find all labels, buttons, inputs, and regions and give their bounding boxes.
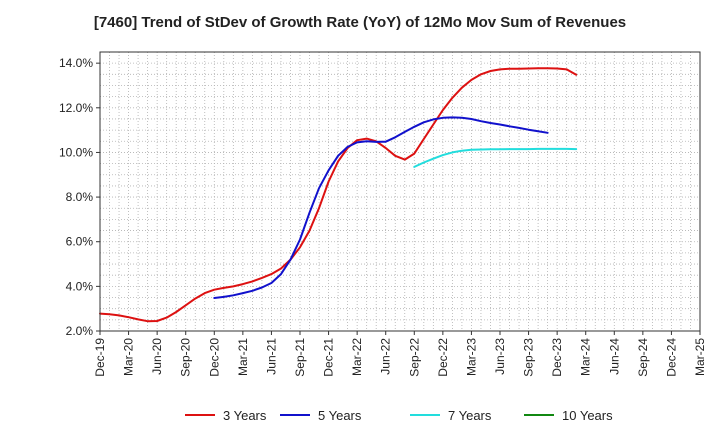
- x-tick-label: Mar-22: [350, 338, 364, 376]
- x-tick-label: Dec-19: [93, 338, 107, 377]
- x-tick-label: Dec-22: [436, 338, 450, 377]
- chart-title: [7460] Trend of StDev of Growth Rate (Yo…: [93, 14, 627, 31]
- x-axis: Dec-19 Mar-20 Jun-20 Sep-20 Dec-20 Mar-21 Jun-…: [93, 331, 707, 377]
- grid: [100, 52, 700, 331]
- y-tick-label: 10.0%: [59, 145, 93, 159]
- y-tick-label: 14.0%: [59, 56, 93, 70]
- x-tick-label: Jun-24: [607, 338, 621, 375]
- x-tick-label: Sep-24: [636, 338, 650, 377]
- legend-label-3-years: 3 Years: [223, 408, 267, 423]
- legend-label-5-years: 5 Years: [318, 408, 362, 423]
- x-tick-label: Jun-22: [379, 338, 393, 375]
- legend-label-10-years: 10 Years: [562, 408, 613, 423]
- legend-label-7-years: 7 Years: [448, 408, 492, 423]
- x-tick-label: Sep-21: [293, 338, 307, 377]
- x-tick-label: Mar-21: [236, 338, 250, 376]
- y-tick-label: 6.0%: [66, 235, 94, 249]
- y-tick-label: 8.0%: [66, 190, 94, 204]
- series-line-5-years: [213, 116, 549, 299]
- x-tick-label: Mar-24: [579, 338, 593, 376]
- x-tick-label: Jun-21: [264, 338, 278, 375]
- x-tick-label: Sep-23: [522, 338, 536, 377]
- x-tick-label: Dec-21: [322, 338, 336, 377]
- x-tick-label: Sep-20: [179, 338, 193, 377]
- x-tick-label: Mar-25: [693, 338, 707, 376]
- y-tick-label: 2.0%: [66, 324, 94, 338]
- x-tick-label: Jun-23: [493, 338, 507, 375]
- y-axis: 2.0% 4.0% 6.0% 8.0% 10.0% 12.0% 14.0%: [59, 56, 100, 338]
- plot-frame: [99, 51, 701, 332]
- series-layer: [99, 67, 578, 323]
- series-line-7-years: [413, 147, 578, 168]
- x-tick-label: Sep-22: [407, 338, 421, 377]
- y-tick-label: 4.0%: [66, 279, 94, 293]
- x-tick-label: Mar-23: [464, 338, 478, 376]
- y-tick-label: 12.0%: [59, 101, 93, 115]
- plot-area: [100, 52, 700, 331]
- series-line-3-years: [99, 67, 578, 323]
- x-tick-label: Dec-23: [550, 338, 564, 377]
- x-tick-label: Dec-20: [207, 338, 221, 377]
- legend: 3 Years 5 Years 7 Years 10 Years: [185, 408, 613, 423]
- x-tick-label: Jun-20: [150, 338, 164, 375]
- x-tick-label: Dec-24: [664, 338, 678, 377]
- x-tick-label: Mar-20: [122, 338, 136, 376]
